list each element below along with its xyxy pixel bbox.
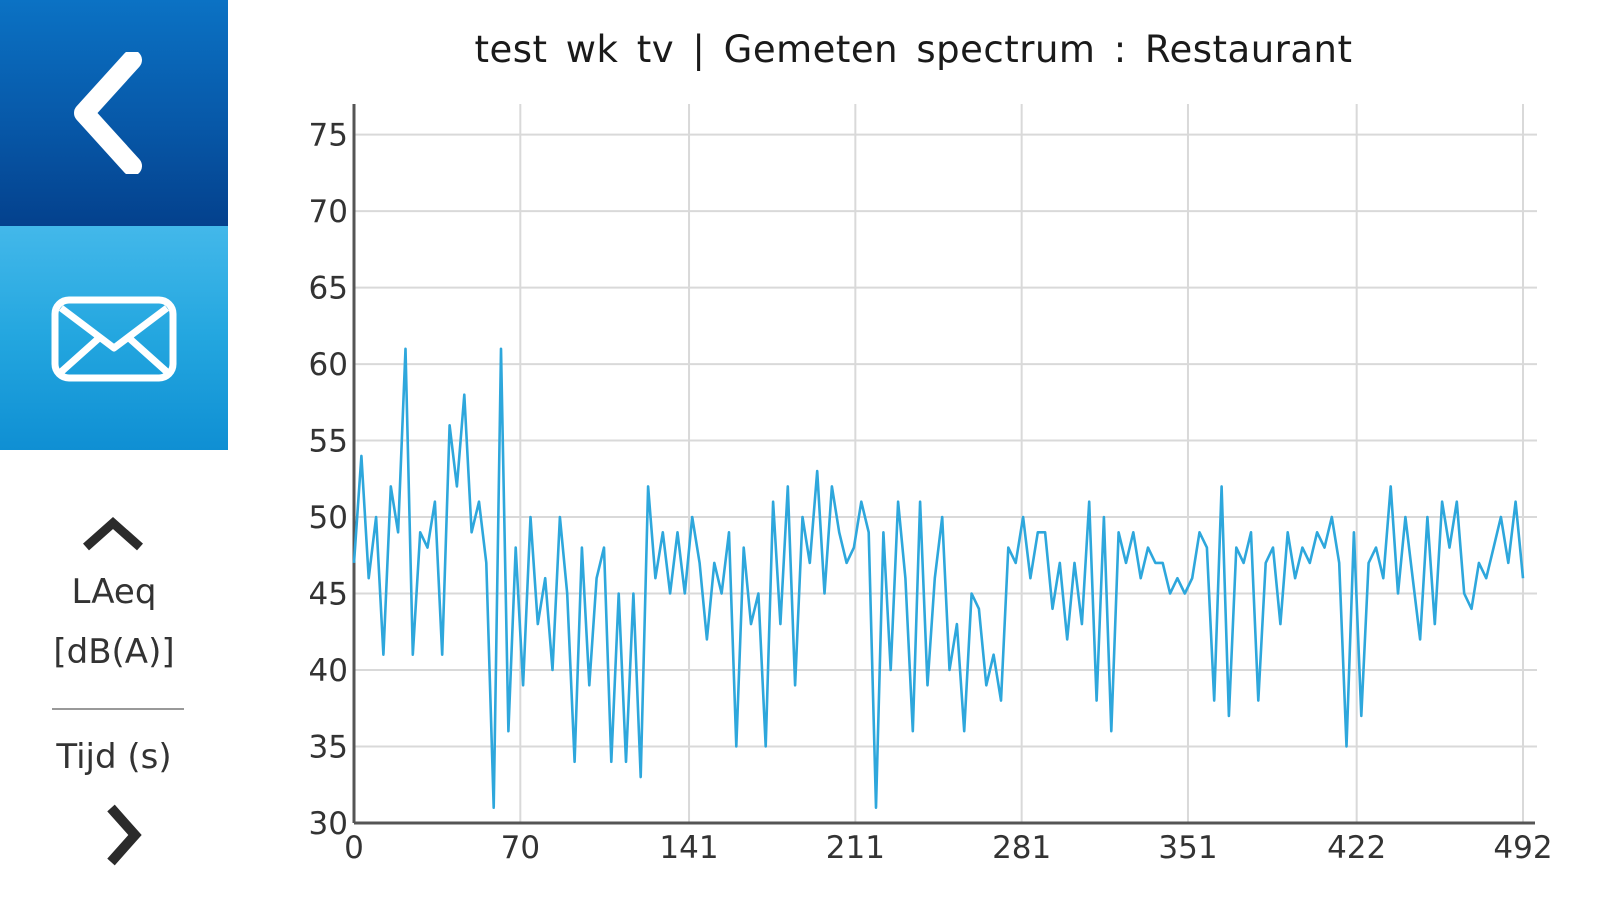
chevron-left-icon xyxy=(74,52,142,174)
x-tick-label: 492 xyxy=(1493,830,1552,866)
y-tick-label: 65 xyxy=(309,271,348,307)
y-tick-label: 30 xyxy=(309,806,348,842)
chart-title: test wk tv | Gemeten spectrum : Restaura… xyxy=(474,28,1353,71)
y-axis-label-line1: LAeq xyxy=(71,572,157,612)
back-button[interactable] xyxy=(0,0,228,226)
y-tick-label: 55 xyxy=(309,424,348,460)
y-tick-label: 75 xyxy=(309,118,348,154)
x-axis-toggle-button[interactable] xyxy=(103,802,143,868)
x-tick-label: 70 xyxy=(501,830,540,866)
y-axis-toggle-button[interactable] xyxy=(80,515,146,551)
series-line xyxy=(352,347,1525,810)
x-tick-label: 351 xyxy=(1158,830,1217,866)
email-button[interactable] xyxy=(0,226,228,450)
y-axis-label-line2: [dB(A)] xyxy=(53,632,175,672)
envelope-icon xyxy=(51,296,177,382)
x-tick-label: 141 xyxy=(659,830,718,866)
x-tick-label: 0 xyxy=(344,830,364,866)
x-tick-label: 422 xyxy=(1327,830,1386,866)
x-tick-label: 211 xyxy=(826,830,885,866)
y-tick-label: 70 xyxy=(309,194,348,230)
chevron-up-icon xyxy=(83,516,143,551)
sidebar: LAeq [dB(A)] Tijd (s) xyxy=(0,0,228,900)
x-axis-label: Tijd (s) xyxy=(56,737,172,777)
y-tick-label: 45 xyxy=(309,577,348,613)
y-tick-label: 50 xyxy=(309,500,348,536)
y-tick-label: 60 xyxy=(309,347,348,383)
axis-label-divider xyxy=(52,708,184,710)
chevron-right-icon xyxy=(107,804,142,866)
x-tick-label: 281 xyxy=(992,830,1051,866)
y-tick-label: 35 xyxy=(309,730,348,766)
y-tick-label: 40 xyxy=(309,653,348,689)
